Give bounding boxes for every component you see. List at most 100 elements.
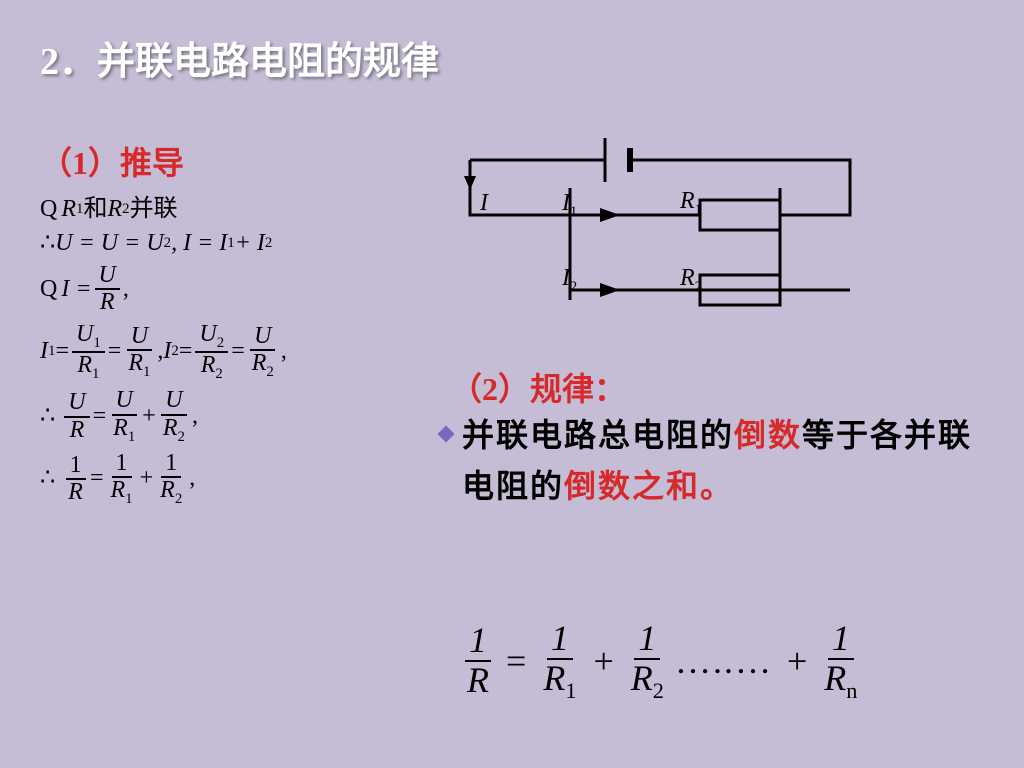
n63: 1: [161, 451, 181, 478]
d61: R: [64, 480, 87, 505]
sym-q: Q: [40, 196, 57, 224]
frac6-3: 1R2: [156, 451, 186, 508]
sub-2: 2: [122, 201, 129, 218]
label-I: I: [480, 190, 488, 217]
deriv-line-5: ∴ UR = UR1 + UR2 ,: [40, 388, 440, 445]
dr1b: R: [128, 350, 143, 376]
d63: R: [160, 477, 175, 503]
comma1: ,: [123, 276, 129, 304]
dr2s: 2: [215, 366, 222, 382]
dr2bs: 2: [266, 364, 273, 380]
d62: R: [111, 477, 126, 503]
bfn: 1Rn: [820, 620, 861, 702]
bf1: 1R: [463, 622, 493, 700]
n52: U: [112, 388, 137, 415]
n53: U: [161, 388, 186, 415]
bnn: 1: [828, 620, 854, 660]
d53s: 2: [178, 428, 185, 444]
comma3: ,: [281, 338, 287, 366]
nub: U: [250, 324, 275, 351]
sub-1: 1: [76, 201, 83, 218]
i-eq: I =: [61, 276, 91, 304]
d53: R: [163, 415, 178, 441]
therefore-2: ∴: [40, 403, 55, 431]
d52: R: [113, 415, 128, 441]
deriv-line-3: Q I = U R ,: [40, 263, 440, 315]
frac-u-r: U R: [95, 263, 120, 315]
d63s: 2: [175, 491, 182, 507]
bd2s: 1: [565, 678, 576, 703]
frac-u-r1: U R1: [124, 324, 154, 381]
eq-u: U = U = U: [55, 230, 163, 258]
eq-i: , I = I: [171, 230, 227, 258]
frac-u-r2: U R2: [248, 324, 278, 381]
rule-em1: 倒数: [734, 417, 802, 453]
frac6-1: 1R: [64, 453, 87, 505]
deriv-line-4: I1 = U1 R1 = U R1 , I2 = U2 R2 = U R2 ,: [40, 322, 440, 383]
comma4: ,: [192, 403, 198, 431]
sub-u2: 2: [164, 235, 171, 252]
therefore-3: ∴: [40, 465, 55, 493]
dr2b: R: [252, 350, 267, 376]
dr1s: 1: [92, 366, 99, 382]
text-parallel: 并联: [130, 196, 178, 224]
dr2: R: [201, 352, 216, 378]
den-r: R: [96, 290, 119, 315]
bn2: 1: [547, 620, 573, 660]
bn3: 1: [634, 620, 660, 660]
deriv-line-6: ∴ 1R = 1R1 + 1R2 ,: [40, 451, 440, 508]
bd3: R: [631, 658, 653, 698]
bullet-icon: [438, 426, 455, 443]
rule-period: 。: [700, 468, 734, 504]
bn1: 1: [465, 622, 491, 662]
plus-i2: + I: [235, 230, 265, 258]
bd1: R: [463, 662, 493, 700]
i1s: 1: [48, 343, 55, 360]
deriv-line-1: Q R1 和 R2 并联: [40, 196, 440, 224]
d62s: 1: [125, 491, 132, 507]
sub-i1: 1: [227, 235, 234, 252]
bf2: 1R1: [539, 620, 580, 702]
label-R1: R1: [680, 188, 702, 219]
frac-u2-r2: U2 R2: [195, 322, 228, 383]
page-title: 2．并联电路电阻的规律: [40, 30, 439, 85]
rule-t1: 并联电路总电阻的: [462, 417, 734, 453]
rule-text: 并联电路总电阻的倒数等于各并联电阻的倒数之和。: [462, 410, 1002, 512]
derivation-block: Q R1 和 R2 并联 ∴ U = U = U2 , I = I1 + I2 …: [40, 190, 440, 514]
bdns: n: [846, 678, 857, 703]
d51: R: [66, 418, 89, 443]
frac5-1: UR: [64, 390, 89, 442]
bd2: R: [543, 658, 565, 698]
circuit-diagram: I I1 I2 R1 R2: [450, 120, 870, 345]
text-and: 和: [83, 196, 107, 224]
deriv-line-2: ∴ U = U = U2 , I = I1 + I2: [40, 230, 440, 258]
subheading-rule: （2）规律：: [450, 364, 626, 410]
label-I1: I1: [562, 190, 577, 221]
i1: I: [40, 338, 48, 366]
d52s: 1: [128, 428, 135, 444]
bdn: R: [824, 658, 846, 698]
subheading-derivation: （1）推导: [40, 138, 184, 184]
comma5: ,: [189, 465, 195, 493]
n61: 1: [66, 453, 86, 480]
rule-formula: 1R = 1R1 + 1R2 …..…+ 1Rn: [460, 620, 864, 702]
label-I2: I2: [562, 265, 577, 296]
bf3: 1R2: [627, 620, 668, 702]
nu1: U: [76, 321, 93, 347]
i2: I: [163, 338, 171, 366]
nu: U: [127, 324, 152, 351]
frac6-2: 1R1: [107, 451, 137, 508]
frac-u1-r1: U1 R1: [72, 322, 105, 383]
nu2: U: [199, 321, 216, 347]
n62: 1: [112, 451, 132, 478]
label-R2: R2: [680, 265, 702, 296]
frac5-3: UR2: [159, 388, 189, 445]
nu2s: 2: [217, 334, 224, 350]
n51: U: [64, 390, 89, 417]
dr1: R: [77, 352, 92, 378]
num-u: U: [95, 263, 120, 290]
therefore-1: ∴: [40, 230, 55, 258]
sym-r1: R: [61, 196, 76, 224]
sym-q2: Q: [40, 276, 57, 304]
sub-i2: 2: [265, 235, 272, 252]
